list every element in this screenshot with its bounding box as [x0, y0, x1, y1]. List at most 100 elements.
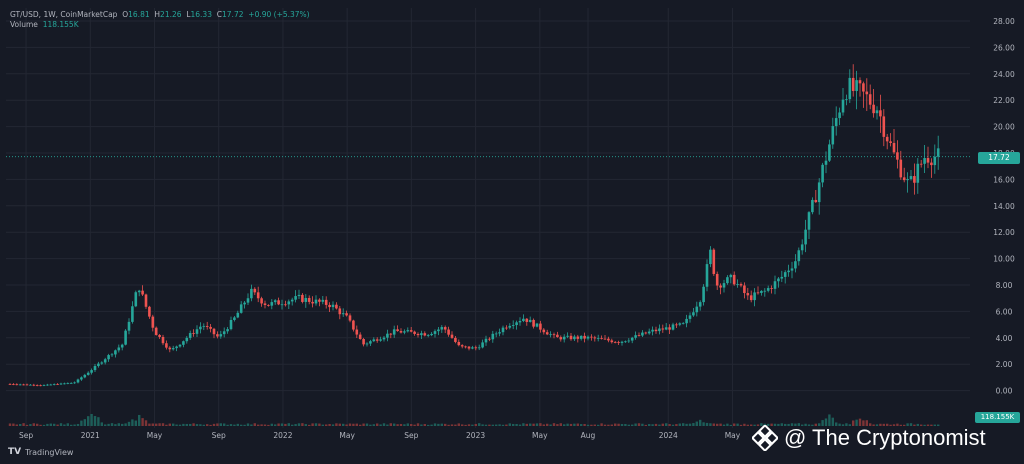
candle-body — [110, 354, 114, 356]
volume-bar — [325, 424, 328, 426]
volume-bar — [172, 423, 175, 426]
volume-bar — [848, 424, 851, 426]
volume-bar — [855, 419, 858, 426]
candle-body — [845, 99, 848, 100]
candle-body — [681, 323, 685, 325]
candle-body — [501, 327, 505, 333]
candle-body — [933, 156, 937, 166]
volume-bar — [138, 414, 141, 426]
candle-body — [685, 318, 688, 324]
volume-bar — [165, 424, 168, 426]
candle-body — [756, 292, 760, 294]
candle-body — [352, 320, 355, 330]
volume-bar — [212, 423, 216, 426]
candle-body — [182, 341, 185, 345]
candle-body — [494, 333, 498, 335]
candle-body — [158, 334, 161, 337]
volume-bar — [879, 423, 882, 426]
volume-bar — [141, 418, 144, 426]
candle-body — [263, 303, 267, 305]
candle-body — [522, 318, 525, 322]
candle-body — [188, 333, 192, 338]
candle-body — [107, 355, 110, 360]
volume-bar — [634, 423, 637, 426]
tradingview-logo[interactable]: TV TradingView — [8, 447, 73, 457]
candle-body — [671, 324, 675, 330]
volume-bar — [93, 416, 97, 426]
volume-bar — [444, 423, 447, 426]
candle-body — [811, 199, 814, 213]
candle-body — [362, 338, 365, 345]
volume-bar — [797, 423, 800, 426]
candle-body — [467, 346, 471, 349]
volume-bar — [56, 424, 59, 426]
volume-bar — [365, 423, 369, 426]
volume-bar — [87, 416, 90, 426]
candle-body — [841, 99, 845, 113]
candle-body — [117, 347, 121, 351]
candle-body — [46, 384, 49, 386]
candle-body — [610, 340, 614, 343]
volume-bar — [199, 424, 202, 426]
volume-bar — [505, 424, 508, 426]
candle-body — [39, 385, 42, 387]
volume-bar — [270, 423, 273, 426]
volume-bar — [773, 423, 777, 426]
candle-body — [889, 141, 892, 143]
candle-body — [545, 332, 549, 335]
volume-bar — [393, 423, 396, 426]
volume-bar — [590, 424, 593, 426]
volume-bar — [253, 423, 256, 426]
volume-bar — [148, 423, 151, 426]
candle-body — [134, 292, 138, 307]
volume-bar — [233, 424, 236, 426]
candle-body — [178, 344, 182, 347]
candle-body — [131, 306, 134, 322]
candle-body — [831, 126, 835, 145]
volume-bar — [440, 423, 443, 426]
volume-bar — [705, 422, 709, 426]
chart-header-ohlc: GT/USD, 1W, CoinMarketCap O16.81 H21.26 … — [10, 10, 310, 19]
candle-body — [80, 377, 83, 380]
volume-bar — [566, 423, 569, 426]
candle-body — [165, 343, 168, 348]
volume-bar — [569, 423, 573, 426]
volume-bar — [372, 424, 375, 426]
candle-body — [641, 332, 644, 336]
volume-bar — [410, 424, 413, 426]
candle-body — [498, 332, 501, 334]
volume-bar — [889, 424, 892, 426]
x-tick-label: May — [147, 431, 163, 440]
candle-body — [369, 341, 372, 344]
volume-bar — [297, 423, 301, 426]
volume-bar — [512, 423, 515, 426]
volume-bar — [909, 423, 913, 426]
candle-body — [236, 312, 240, 318]
volume-bar — [178, 424, 182, 426]
candle-body — [556, 334, 559, 338]
volume-bar — [814, 423, 817, 426]
candle-body — [185, 337, 189, 342]
candle-body — [256, 292, 260, 299]
volume-bar — [420, 424, 423, 426]
volume-bar — [267, 424, 270, 426]
candle-body — [202, 325, 206, 327]
candle-body — [114, 350, 117, 355]
low-label: L — [186, 10, 191, 19]
volume-bar — [644, 424, 647, 426]
volume-bar — [682, 423, 685, 426]
volume-bar — [32, 423, 35, 426]
symbol-label: GT/USD, 1W, CoinMarketCap — [10, 10, 118, 19]
candle-body — [882, 116, 886, 137]
candle-body — [729, 274, 733, 278]
candle-body — [457, 341, 461, 346]
candle-body — [532, 319, 535, 327]
candle-body — [678, 323, 682, 325]
candle-body — [484, 338, 488, 343]
volume-bar — [899, 424, 902, 426]
volume-bar — [498, 424, 501, 426]
candle-body — [423, 333, 427, 336]
candle-body — [797, 250, 801, 262]
candle-body — [171, 348, 175, 350]
